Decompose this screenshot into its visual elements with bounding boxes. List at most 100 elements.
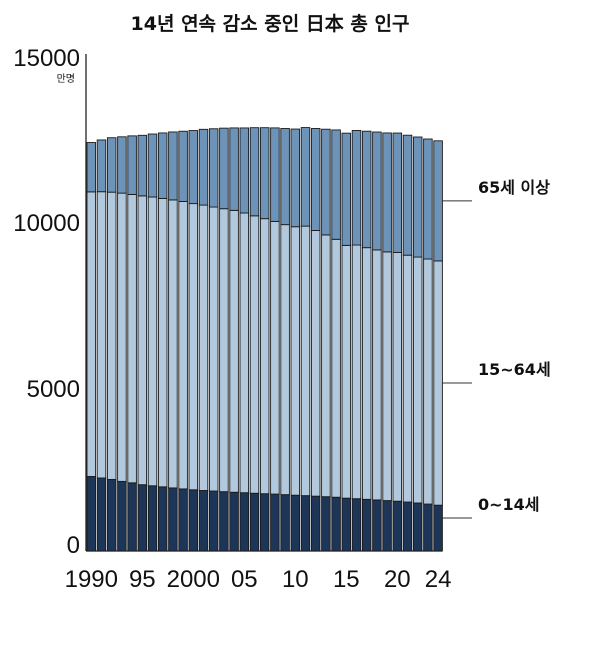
- bar-2008-series-1: [270, 220, 280, 495]
- bar-2001-series-2: [198, 128, 209, 206]
- bar-2017-series-0: [361, 498, 372, 552]
- bar-2012-series-1: [310, 230, 321, 497]
- bar-2004-series-0: [229, 491, 239, 552]
- bar-2010-series-2: [290, 128, 301, 228]
- unit-label: 만명: [57, 73, 75, 85]
- legend-label-0: 0~14세: [478, 495, 540, 514]
- bar-2022-series-1: [412, 256, 423, 504]
- bar-2024-series-2: [433, 140, 443, 262]
- bar-1990-series-2: [86, 142, 97, 193]
- legend-label-2: 65세 이상: [478, 178, 550, 197]
- bar-2017-series-2: [361, 130, 372, 249]
- y-tick-label-15000: 15000: [13, 45, 80, 72]
- bar-1995-series-1: [137, 195, 148, 486]
- bar-1992-series-1: [106, 191, 117, 480]
- bar-2019-series-1: [382, 251, 392, 502]
- bar-2012-series-2: [310, 128, 321, 231]
- bar-2009-series-1: [280, 224, 290, 496]
- bar-1998-series-0: [168, 487, 178, 552]
- bar-2013-series-0: [321, 496, 331, 552]
- bar-2022-series-2: [412, 136, 423, 258]
- bar-2009-series-2: [280, 128, 290, 226]
- bar-2023-series-1: [423, 258, 433, 505]
- bar-2022-series-0: [412, 502, 423, 552]
- bar-2007-series-2: [259, 127, 270, 220]
- bar-2012-series-0: [310, 495, 321, 552]
- bar-2000-series-1: [188, 203, 199, 491]
- bar-2005-series-0: [239, 492, 250, 552]
- bar-2017-series-1: [361, 247, 372, 500]
- bar-1993-series-2: [117, 136, 127, 194]
- bar-2011-series-0: [300, 495, 311, 552]
- bar-2006-series-0: [249, 492, 260, 552]
- x-ticks-group: 1990 95 2000 05 10 15 20 24: [65, 566, 452, 593]
- bar-2019-series-2: [382, 132, 392, 253]
- bar-2005-series-2: [239, 127, 250, 214]
- bar-2001-series-1: [198, 204, 209, 491]
- bar-1998-series-1: [168, 199, 178, 489]
- bar-2016-series-0: [351, 498, 362, 552]
- bar-1996-series-0: [147, 485, 158, 552]
- bar-1991-series-0: [96, 477, 107, 552]
- legend-group: 65세 이상 15~64세 0~14세: [442, 178, 551, 519]
- bar-2007-series-0: [259, 493, 270, 552]
- x-tick-label-10: 10: [282, 566, 309, 593]
- bar-2000-series-0: [188, 489, 199, 552]
- bar-2003-series-2: [219, 127, 229, 210]
- bars-group: [86, 127, 443, 552]
- bar-2024-series-1: [433, 260, 443, 506]
- bar-2011-series-1: [300, 225, 311, 497]
- bar-1995-series-2: [137, 134, 148, 197]
- bar-2019-series-0: [382, 500, 392, 552]
- bar-2004-series-2: [229, 127, 239, 211]
- bar-2013-series-1: [321, 234, 331, 498]
- bar-2018-series-2: [372, 131, 382, 251]
- bar-2014-series-1: [331, 238, 341, 498]
- bar-2020-series-1: [392, 251, 403, 502]
- bar-2010-series-0: [290, 494, 301, 552]
- bar-1994-series-1: [127, 194, 137, 484]
- bar-2008-series-0: [270, 493, 280, 552]
- bar-2013-series-2: [321, 128, 331, 236]
- bar-1990-series-0: [86, 476, 97, 552]
- bar-2004-series-1: [229, 209, 239, 493]
- bar-2001-series-0: [198, 490, 209, 552]
- bar-2006-series-2: [249, 127, 260, 217]
- bar-1997-series-0: [157, 486, 168, 552]
- bar-2024-series-0: [433, 504, 443, 552]
- bar-1999-series-2: [178, 130, 188, 202]
- x-tick-label-24: 24: [425, 566, 452, 593]
- legend-label-1: 15~64세: [478, 360, 551, 379]
- bar-1997-series-1: [157, 197, 168, 488]
- bar-2003-series-1: [219, 208, 229, 493]
- bar-2020-series-2: [392, 132, 403, 253]
- bar-1999-series-0: [178, 488, 188, 552]
- bar-1993-series-0: [117, 480, 127, 552]
- x-tick-label-15: 15: [333, 566, 360, 593]
- y-tick-label-0: 0: [67, 532, 80, 559]
- bar-1999-series-1: [178, 200, 188, 490]
- bar-2003-series-0: [219, 491, 229, 552]
- bar-1990-series-1: [86, 191, 97, 477]
- bar-2006-series-1: [249, 215, 260, 494]
- chart-title: 14년 연속 감소 중인 日本 총 인구: [131, 12, 410, 35]
- bar-1994-series-2: [127, 135, 137, 195]
- bar-1998-series-2: [168, 131, 178, 201]
- x-tick-label-95: 95: [129, 566, 156, 593]
- bar-2010-series-1: [290, 226, 301, 496]
- bar-2000-series-2: [188, 130, 199, 205]
- bar-2008-series-2: [270, 127, 280, 222]
- bar-1994-series-0: [127, 482, 137, 552]
- bar-2018-series-0: [372, 499, 382, 552]
- bar-1991-series-1: [96, 191, 107, 479]
- x-tick-label-20: 20: [384, 566, 411, 593]
- bar-1996-series-2: [147, 133, 158, 198]
- bar-2007-series-1: [259, 218, 270, 495]
- bar-2011-series-2: [300, 127, 311, 227]
- y-tick-label-10000: 10000: [13, 210, 80, 237]
- bar-1995-series-0: [137, 484, 148, 552]
- bar-2015-series-1: [341, 244, 352, 499]
- bar-2018-series-1: [372, 249, 382, 501]
- bar-2021-series-2: [402, 134, 413, 256]
- bar-1996-series-1: [147, 196, 158, 487]
